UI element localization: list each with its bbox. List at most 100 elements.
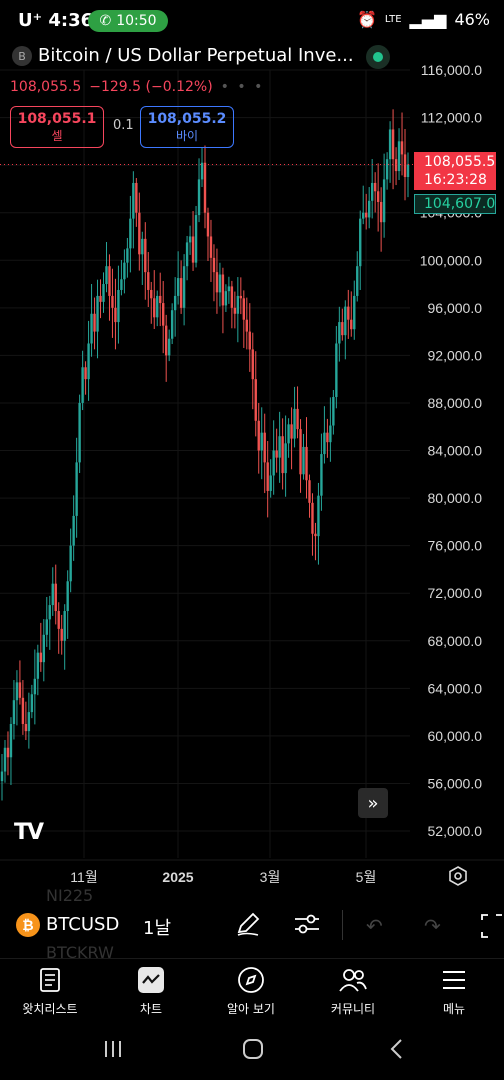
interval-selector[interactable]: 1날: [143, 918, 172, 939]
candle-body: [117, 289, 120, 323]
candle-body: [84, 367, 87, 380]
home-icon[interactable]: [242, 1038, 264, 1064]
y-tick-label: 68,000.0: [428, 633, 483, 649]
back-icon[interactable]: [386, 1038, 408, 1064]
candle-body: [287, 424, 290, 444]
candle-body: [326, 432, 329, 443]
candle-body: [344, 306, 347, 336]
nav-menu[interactable]: 메뉴: [404, 966, 504, 1017]
candle-body: [248, 331, 251, 350]
candle-body: [263, 432, 266, 463]
y-tick-label: 88,000.0: [428, 395, 483, 411]
candle-body: [0, 771, 4, 782]
recent-apps-icon[interactable]: [102, 1038, 124, 1064]
buy-button[interactable]: 108,055.2 바이: [140, 106, 234, 148]
candle-body: [311, 502, 314, 534]
candle-body: [347, 306, 350, 320]
candle-body: [308, 480, 311, 503]
candle-body: [329, 425, 332, 443]
y-tick-label: 72,000.0: [428, 585, 483, 601]
nav-explore[interactable]: 알아 보기: [201, 966, 301, 1017]
candle-body: [179, 278, 183, 308]
buy-label: 바이: [175, 129, 199, 143]
bottom-navigation: [0, 958, 504, 1025]
nav-chart-label: 차트: [139, 1002, 163, 1016]
candle-body: [272, 450, 275, 476]
candle-body: [227, 286, 231, 292]
symbol-selector[interactable]: BTCUSD: [46, 914, 120, 935]
nav-watchlist[interactable]: 왓치리스트: [0, 966, 100, 1017]
more-dots-icon[interactable]: • • •: [220, 79, 265, 95]
candle-body: [317, 495, 320, 537]
price-chart[interactable]: 116,000.0112,000.0108,000.0104,000.0100,…: [0, 40, 504, 890]
candle-body: [48, 605, 51, 620]
carrier-time: U⁺ 4:36: [18, 10, 94, 31]
candle-body: [162, 303, 165, 326]
candle-body: [197, 179, 201, 216]
candle-body: [24, 723, 28, 732]
community-icon: [303, 966, 403, 994]
candle-body: [144, 238, 147, 273]
last-price-tag: 108,055.5 16:23:28: [414, 152, 496, 190]
candle-body: [221, 274, 225, 306]
last-price-tag-value: 108,055.5: [424, 154, 496, 170]
buy-price: 108,055.2: [147, 111, 227, 127]
sell-label: 셀: [51, 129, 63, 143]
x-tick-label: 5월: [356, 869, 377, 885]
fullscreen-icon[interactable]: [480, 912, 504, 944]
candle-body: [69, 545, 72, 582]
candle-body: [269, 475, 272, 491]
sell-price: 108,055.1: [17, 111, 97, 127]
bar-countdown: 16:23:28: [424, 172, 487, 188]
candle-body: [63, 611, 66, 641]
candle-body: [251, 349, 254, 380]
market-open-status-icon[interactable]: [366, 45, 390, 69]
candle-body: [72, 515, 75, 546]
redo-icon[interactable]: ↷: [424, 914, 441, 938]
y-tick-label: 80,000.0: [428, 490, 483, 506]
indicators-icon[interactable]: [292, 910, 322, 942]
candle-body: [170, 310, 174, 339]
candle-body: [18, 682, 22, 698]
candle-body: [406, 164, 410, 178]
chart-icon: [101, 966, 201, 994]
price-change: −129.5 (−0.12%): [89, 79, 213, 95]
candle-body: [224, 291, 228, 306]
symbol-title[interactable]: Bitcoin / US Dollar Perpetual Inve...: [38, 45, 354, 66]
nav-community[interactable]: 커뮤니티: [303, 966, 403, 1017]
candle-body: [314, 533, 317, 537]
candle-body: [385, 159, 389, 180]
candle-body: [30, 694, 34, 713]
drawing-tool-icon[interactable]: [234, 910, 262, 942]
candle-body: [215, 272, 219, 293]
candle-body: [281, 436, 284, 474]
chart-settings-icon[interactable]: [446, 864, 470, 888]
candle-body: [353, 295, 356, 330]
candle-body: [290, 424, 293, 439]
candle-body: [99, 295, 102, 302]
compass-icon: [201, 966, 301, 994]
ongoing-call-pill[interactable]: ✆ 10:50: [88, 10, 168, 32]
nav-menu-label: 메뉴: [442, 1002, 466, 1016]
candle-body: [60, 628, 63, 641]
candle-body: [9, 723, 13, 758]
candle-body: [90, 313, 93, 344]
x-tick-label: 11월: [70, 869, 97, 885]
x-tick-label: 2025: [162, 869, 193, 885]
candle-body: [278, 436, 281, 458]
y-tick-label: 76,000.0: [428, 538, 483, 554]
candle-body: [242, 298, 246, 320]
y-tick-label: 52,000.0: [428, 823, 483, 839]
scroll-to-realtime-button[interactable]: »: [358, 788, 388, 818]
candle-body: [296, 408, 299, 430]
candle-body: [379, 201, 383, 223]
nav-chart[interactable]: 차트: [101, 966, 201, 1017]
ghost-symbol-above: NI225: [46, 886, 94, 905]
undo-icon[interactable]: ↶: [366, 914, 383, 938]
candle-body: [132, 182, 135, 219]
candle-body: [323, 432, 326, 455]
candle-body: [400, 141, 404, 155]
candle-body: [102, 284, 105, 302]
sell-button[interactable]: 108,055.1 셀: [10, 106, 104, 148]
candle-body: [156, 295, 159, 318]
